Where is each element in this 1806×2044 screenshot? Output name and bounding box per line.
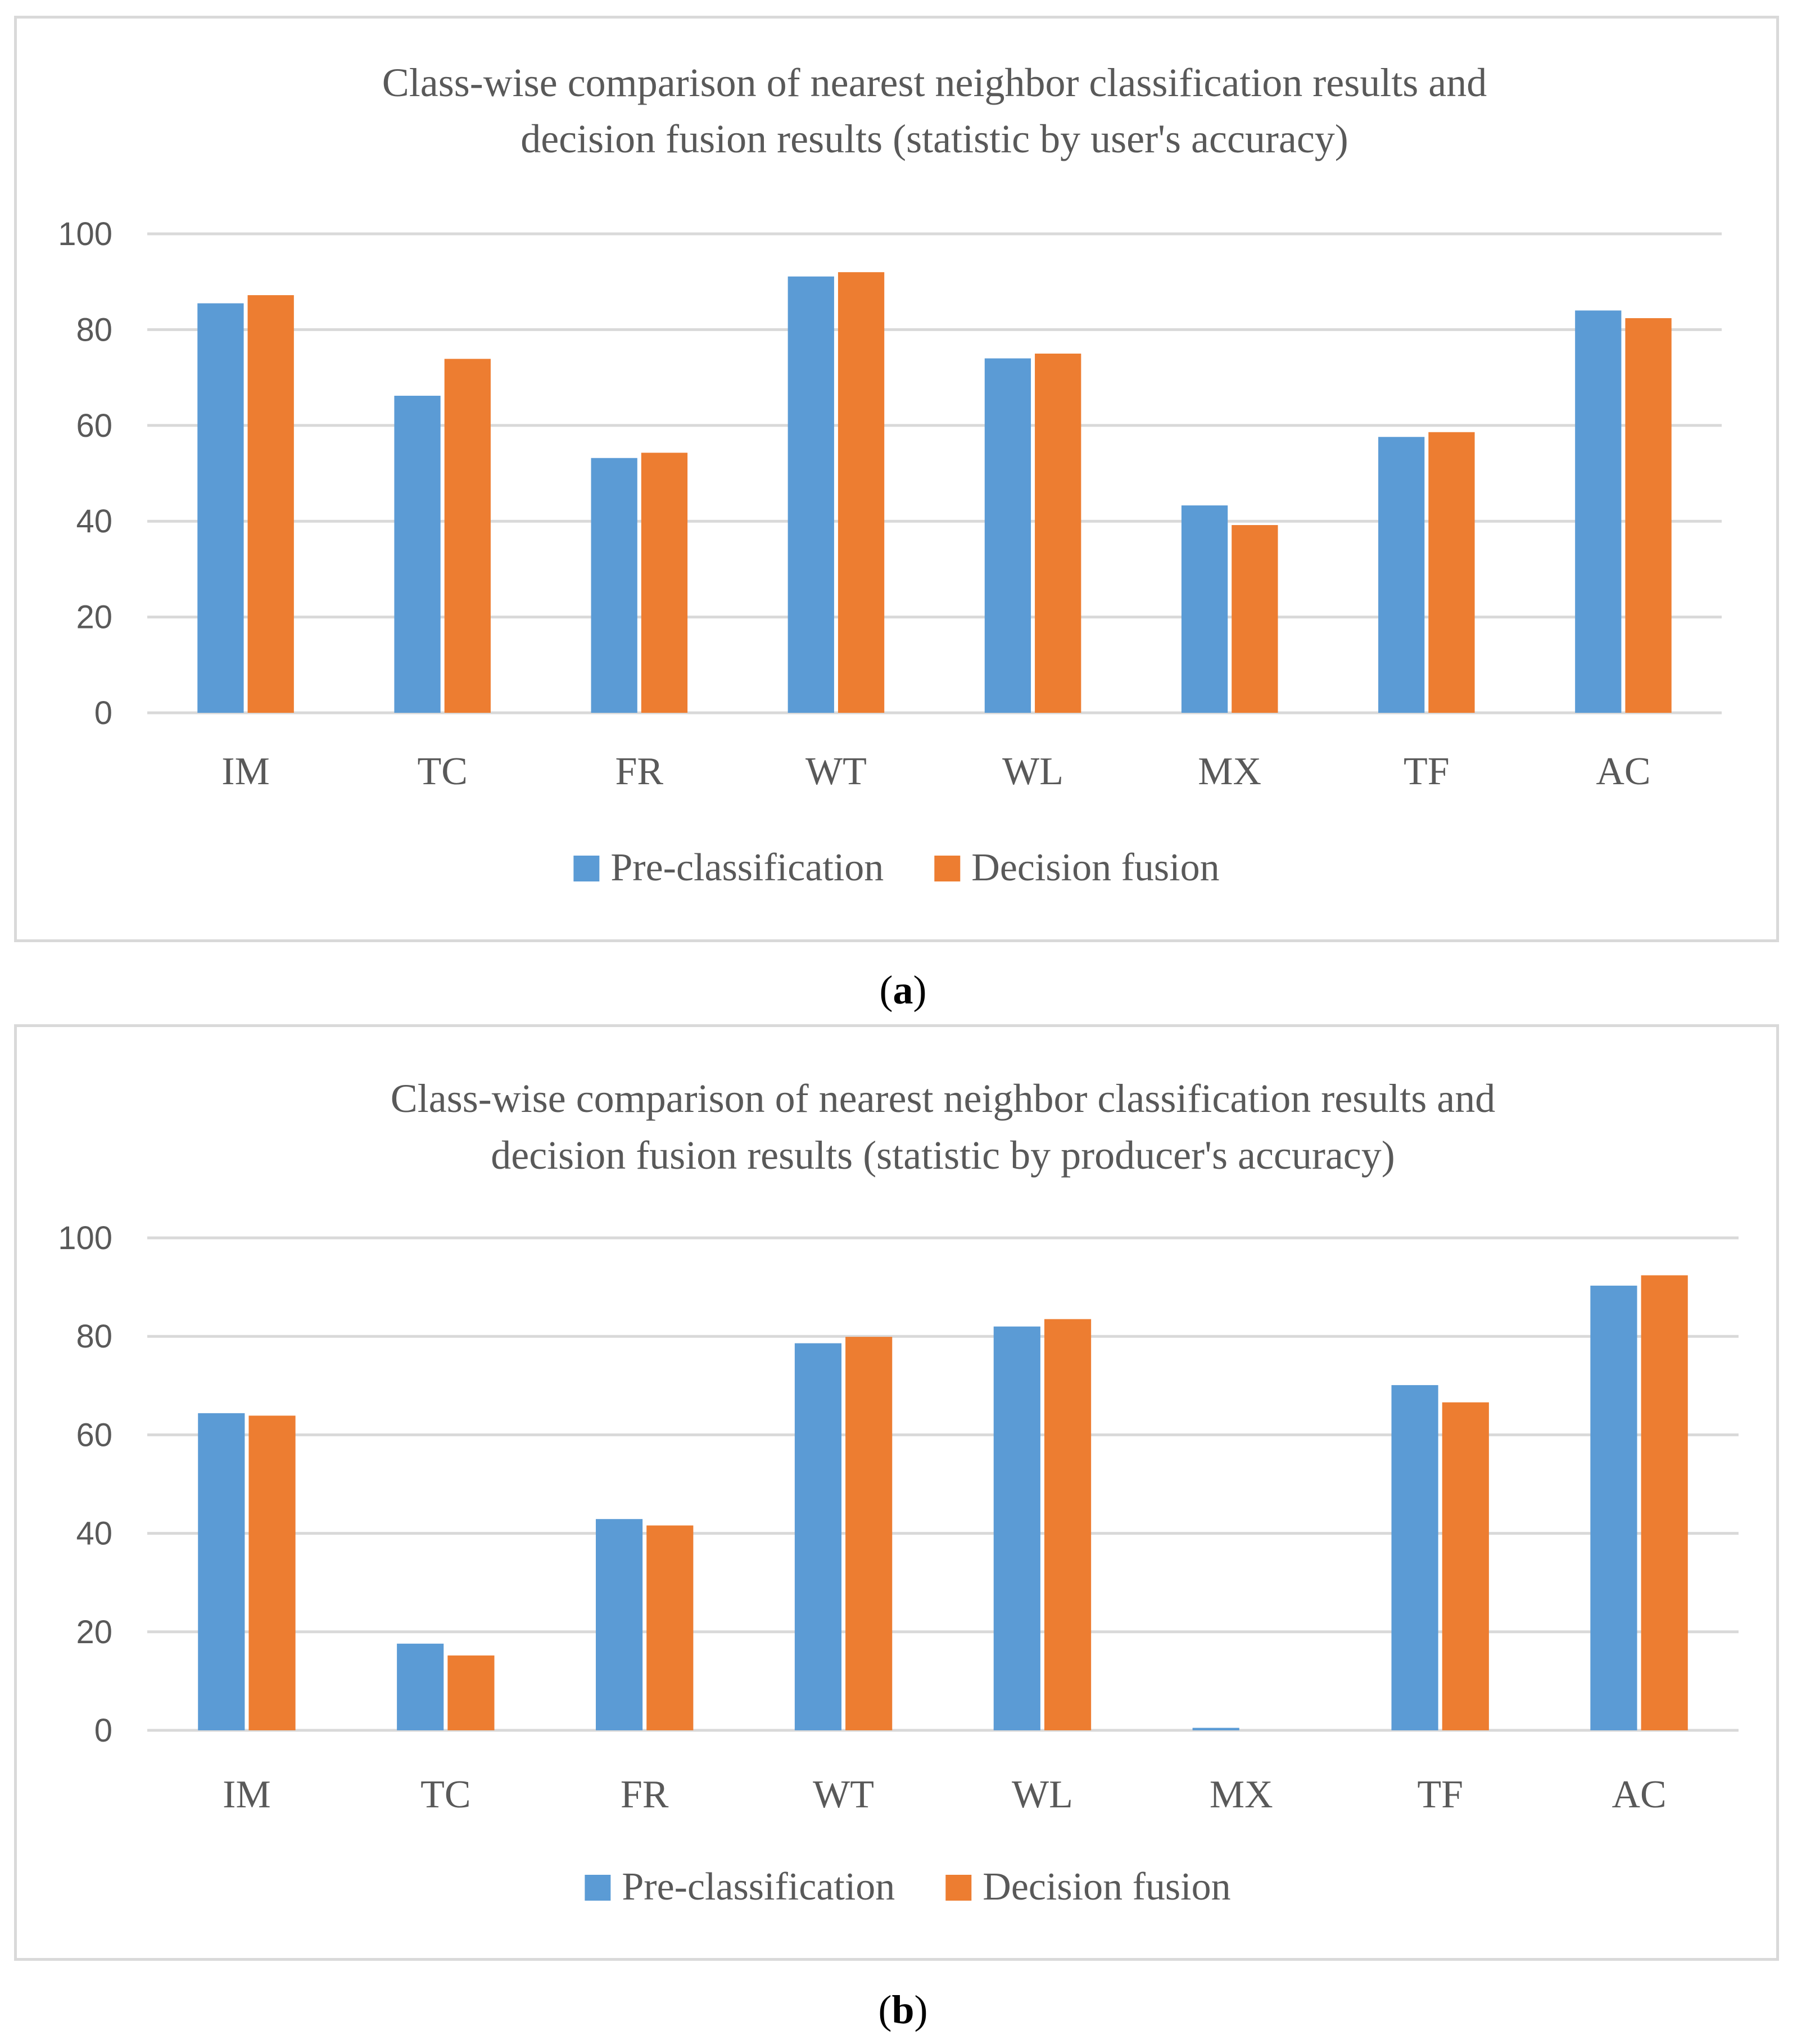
- chart-b-bar-fr-pre-classification: [595, 1519, 643, 1730]
- chart-a-bar-tf-pre-classification: [1378, 437, 1425, 713]
- chart-a-x-label-wt: WT: [805, 750, 867, 793]
- chart-a-x-label-im: IM: [221, 750, 270, 793]
- chart-b-legend: Pre-classification Decision fusion: [585, 1865, 1231, 1909]
- chart-a-bar-wt-pre-classification: [787, 276, 834, 713]
- chart-b-bar-ac-decision-fusion: [1641, 1275, 1688, 1730]
- chart-a-bar-ac-pre-classification: [1575, 310, 1622, 713]
- chart-a: Class-wise comparison of nearest neighbo…: [58, 60, 1722, 889]
- chart-a-bar-wl-decision-fusion: [1035, 354, 1081, 713]
- caption-b: (b): [878, 1987, 928, 2032]
- chart-b-y-tick-40: 40: [76, 1516, 112, 1552]
- chart-a-bar-mx-decision-fusion: [1232, 525, 1278, 713]
- chart-b-bar-tc-pre-classification: [397, 1643, 444, 1730]
- chart-b-bar-wt-pre-classification: [794, 1343, 842, 1730]
- chart-a-bar-mx-pre-classification: [1181, 505, 1228, 713]
- chart-a-legend-label-pre-classification: Pre-classification: [610, 846, 884, 889]
- chart-a-bar-tf-decision-fusion: [1428, 432, 1475, 713]
- chart-a-legend-swatch-pre-classification: [573, 856, 600, 881]
- chart-a-title-line-1: Class-wise comparison of nearest neighbo…: [382, 60, 1487, 105]
- chart-b-y-tick-100: 100: [58, 1220, 112, 1256]
- chart-b: Class-wise comparison of nearest neighbo…: [58, 1076, 1739, 1909]
- chart-a-legend-swatch-decision-fusion: [934, 856, 961, 881]
- chart-b-bar-tc-decision-fusion: [447, 1655, 495, 1730]
- chart-a-x-label-fr: FR: [615, 750, 664, 793]
- caption-a-label: a: [893, 967, 913, 1012]
- chart-b-x-label-ac: AC: [1612, 1773, 1666, 1816]
- chart-b-bar-wt-decision-fusion: [845, 1337, 893, 1730]
- chart-b-y-tick-0: 0: [94, 1712, 112, 1749]
- chart-a-y-tick-100: 100: [58, 216, 112, 252]
- chart-b-legend-label-pre-classification: Pre-classification: [622, 1865, 895, 1909]
- chart-b-title-line-1: Class-wise comparison of nearest neighbo…: [391, 1076, 1495, 1121]
- chart-a-y-tick-40: 40: [76, 503, 112, 540]
- chart-b-bar-mx-pre-classification: [1192, 1728, 1239, 1730]
- chart-a-bar-wl-pre-classification: [984, 358, 1031, 713]
- chart-a-y-tick-20: 20: [76, 599, 112, 636]
- chart-b-legend-label-decision-fusion: Decision fusion: [983, 1865, 1230, 1909]
- chart-panel-b: Class-wise comparison of nearest neighbo…: [14, 1024, 1779, 1961]
- caption-a: (a): [879, 967, 927, 1012]
- caption-b-label: b: [891, 1987, 915, 2032]
- chart-a-x-label-tf: TF: [1404, 750, 1450, 793]
- chart-a-bar-tc-decision-fusion: [444, 359, 491, 713]
- chart-a-bar-tc-pre-classification: [394, 395, 441, 713]
- chart-b-x-label-mx: MX: [1210, 1773, 1273, 1816]
- chart-a-y-tick-80: 80: [76, 311, 112, 348]
- chart-a-bar-fr-pre-classification: [591, 458, 637, 713]
- chart-a-bar-im-decision-fusion: [247, 295, 294, 713]
- chart-b-legend-swatch-pre-classification: [585, 1875, 611, 1901]
- chart-b-x-label-tc: TC: [420, 1773, 470, 1816]
- chart-b-y-tick-60: 60: [76, 1417, 112, 1453]
- chart-b-y-tick-20: 20: [76, 1614, 112, 1650]
- chart-b-bar-fr-decision-fusion: [646, 1525, 694, 1730]
- chart-a-y-tick-0: 0: [94, 695, 112, 731]
- chart-a-bar-ac-decision-fusion: [1625, 318, 1672, 713]
- chart-b-y-tick-80: 80: [76, 1318, 112, 1355]
- chart-a-legend: Pre-classification Decision fusion: [573, 846, 1220, 889]
- chart-b-bar-wl-pre-classification: [993, 1326, 1040, 1730]
- chart-b-bar-tf-decision-fusion: [1442, 1402, 1489, 1730]
- chart-b-legend-swatch-decision-fusion: [945, 1875, 972, 1901]
- chart-a-bar-im-pre-classification: [197, 303, 244, 713]
- chart-a-bar-fr-decision-fusion: [641, 453, 688, 713]
- chart-a-legend-label-decision-fusion: Decision fusion: [971, 846, 1219, 889]
- chart-b-bar-im-decision-fusion: [248, 1416, 296, 1730]
- chart-a-x-label-mx: MX: [1198, 750, 1261, 793]
- chart-b-bar-tf-pre-classification: [1391, 1385, 1438, 1730]
- chart-b-bar-ac-pre-classification: [1590, 1285, 1637, 1730]
- chart-a-y-tick-60: 60: [76, 408, 112, 444]
- chart-b-title-line-2: decision fusion results (statistic by pr…: [491, 1133, 1395, 1178]
- chart-b-x-label-im: IM: [223, 1773, 271, 1816]
- chart-b-bar-wl-decision-fusion: [1044, 1319, 1092, 1730]
- chart-b-x-label-wt: WT: [813, 1773, 874, 1816]
- chart-a-x-label-tc: TC: [417, 750, 467, 793]
- chart-a-x-label-wl: WL: [1002, 750, 1063, 793]
- chart-a-x-label-ac: AC: [1596, 750, 1650, 793]
- chart-panel-a: Class-wise comparison of nearest neighbo…: [14, 16, 1779, 942]
- chart-b-x-label-tf: TF: [1417, 1773, 1463, 1816]
- chart-b-bar-im-pre-classification: [198, 1413, 245, 1730]
- chart-b-x-label-wl: WL: [1012, 1773, 1073, 1816]
- chart-a-title-line-2: decision fusion results (statistic by us…: [520, 116, 1348, 161]
- chart-a-bar-wt-decision-fusion: [838, 272, 885, 713]
- chart-b-x-label-fr: FR: [621, 1773, 669, 1816]
